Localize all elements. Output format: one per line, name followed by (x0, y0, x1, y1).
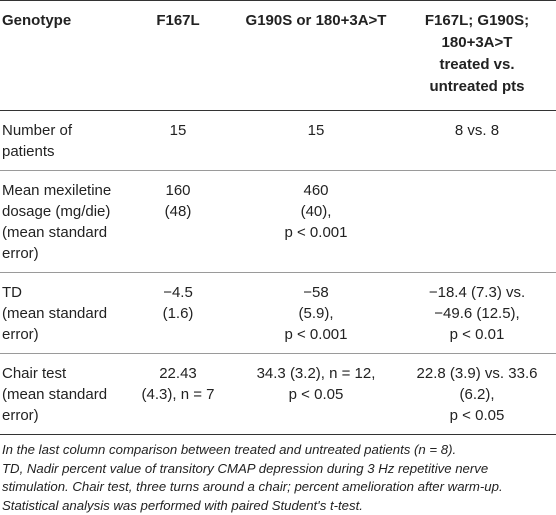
cell-line: error) (2, 405, 118, 426)
row-label: Mean mexiletine dosage (mg/die) (mean st… (0, 171, 122, 273)
header-line: F167L; G190S; (402, 10, 552, 32)
header-line: 180+3A>T (402, 32, 552, 54)
cell-line: −49.6 (12.5), (402, 303, 552, 324)
header-line: G190S or 180+3A>T (238, 10, 394, 32)
cell-f167l: −4.5 (1.6) (122, 273, 234, 354)
header-genotype: Genotype (0, 1, 122, 111)
table-row-number-of-patients: Number of patients 15 15 8 vs. 8 (0, 111, 556, 171)
row-label: Chair test (mean standard error) (0, 354, 122, 435)
cell-line: −18.4 (7.3) vs. (402, 282, 552, 303)
cell-f167l: 22.43 (4.3), n = 7 (122, 354, 234, 435)
cell-line: p < 0.01 (402, 324, 552, 345)
footnote-line: stimulation. Chair test, three turns aro… (2, 478, 556, 497)
cell-line: 8 vs. 8 (402, 120, 552, 141)
header-g190s: G190S or 180+3A>T (234, 1, 398, 111)
cell-f167l: 160 (48) (122, 171, 234, 273)
cell-line: Chair test (2, 363, 118, 384)
cell-line: −58 (238, 282, 394, 303)
cell-line: (mean standard (2, 222, 118, 243)
cell-line: (4.3), n = 7 (126, 384, 230, 405)
cell-treated-vs-untreated: 22.8 (3.9) vs. 33.6 (6.2), p < 0.05 (398, 354, 556, 435)
cell-g190s: −58 (5.9), p < 0.001 (234, 273, 398, 354)
cell-g190s: 34.3 (3.2), n = 12, p < 0.05 (234, 354, 398, 435)
table-row-chair-test: Chair test (mean standard error) 22.43 (… (0, 354, 556, 435)
cell-line: error) (2, 324, 118, 345)
cell-line: Number of (2, 120, 118, 141)
cell-line: 160 (126, 180, 230, 201)
cell-line: (48) (126, 201, 230, 222)
row-label: TD (mean standard error) (0, 273, 122, 354)
cell-g190s: 460 (40), p < 0.001 (234, 171, 398, 273)
genotype-table: Genotype F167L G190S or 180+3A>T F167L; … (0, 0, 556, 435)
header-line: F167L (126, 10, 230, 32)
footnote-line: In the last column comparison between tr… (2, 441, 556, 460)
cell-line: (mean standard (2, 303, 118, 324)
cell-line: (6.2), (402, 384, 552, 405)
table-header-row: Genotype F167L G190S or 180+3A>T F167L; … (0, 1, 556, 111)
cell-line: p < 0.001 (238, 324, 394, 345)
cell-line: 460 (238, 180, 394, 201)
cell-line: 34.3 (3.2), n = 12, (238, 363, 394, 384)
cell-line: 15 (126, 120, 230, 141)
footnote-line: Statistical analysis was performed with … (2, 497, 556, 515)
header-line: treated vs. (402, 54, 552, 76)
header-f167l: F167L (122, 1, 234, 111)
cell-line: error) (2, 243, 118, 264)
cell-line: 22.8 (3.9) vs. 33.6 (402, 363, 552, 384)
table-row-mexiletine-dosage: Mean mexiletine dosage (mg/die) (mean st… (0, 171, 556, 273)
cell-line: (5.9), (238, 303, 394, 324)
cell-line: (40), (238, 201, 394, 222)
cell-treated-vs-untreated (398, 171, 556, 273)
cell-g190s: 15 (234, 111, 398, 171)
footnote-line: TD, Nadir percent value of transitory CM… (2, 460, 556, 479)
cell-line: 22.43 (126, 363, 230, 384)
cell-treated-vs-untreated: −18.4 (7.3) vs. −49.6 (12.5), p < 0.01 (398, 273, 556, 354)
cell-line: Mean mexiletine (2, 180, 118, 201)
cell-line: dosage (mg/die) (2, 201, 118, 222)
cell-line: 15 (238, 120, 394, 141)
cell-treated-vs-untreated: 8 vs. 8 (398, 111, 556, 171)
cell-line: (mean standard (2, 384, 118, 405)
cell-f167l: 15 (122, 111, 234, 171)
cell-line: TD (2, 282, 118, 303)
table-footnotes: In the last column comparison between tr… (0, 441, 556, 515)
cell-line: p < 0.05 (238, 384, 394, 405)
header-treated-vs-untreated: F167L; G190S; 180+3A>T treated vs. untre… (398, 1, 556, 111)
cell-line: p < 0.05 (402, 405, 552, 426)
header-line: Genotype (2, 10, 118, 32)
cell-line: −4.5 (126, 282, 230, 303)
row-label: Number of patients (0, 111, 122, 171)
header-line: untreated pts (402, 76, 552, 98)
cell-line: patients (2, 141, 118, 162)
cell-line: p < 0.001 (238, 222, 394, 243)
cell-line: (1.6) (126, 303, 230, 324)
table-row-td: TD (mean standard error) −4.5 (1.6) −58 … (0, 273, 556, 354)
